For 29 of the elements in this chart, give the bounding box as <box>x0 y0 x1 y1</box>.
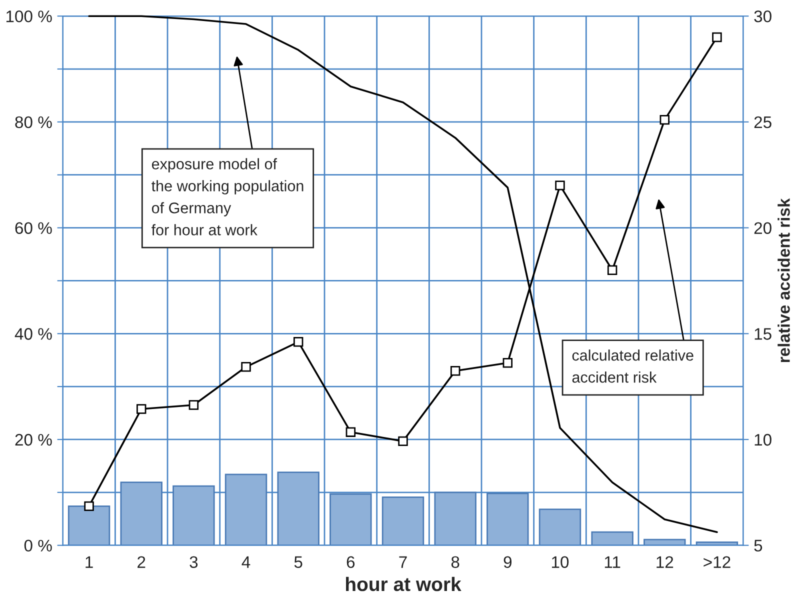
x-tick-label: 1 <box>86 556 93 568</box>
y2-axis-title: relative accident risk <box>778 198 790 362</box>
annotation: exposure model of the working population of Germany for hour at work <box>152 158 304 236</box>
x-tick-label: >12 <box>704 556 730 568</box>
y2-tick-label: 15 <box>754 328 772 340</box>
x-tick-label: 7 <box>399 556 407 568</box>
x-tick-label: 5 <box>294 556 302 568</box>
y2-tick-label: 30 <box>754 10 772 22</box>
y2-tick-label: 20 <box>754 222 772 234</box>
x-tick-label: 6 <box>346 556 355 568</box>
x-tick-label: 4 <box>242 556 250 568</box>
x-tick-label: 12 <box>656 556 674 568</box>
y-tick-label: 40 % <box>14 328 52 340</box>
x-tick-label: 8 <box>451 556 460 568</box>
y-tick-label: 0 % <box>24 540 52 552</box>
y2-tick-label: 25 <box>754 116 772 128</box>
y-tick-label: 20 % <box>15 434 52 446</box>
x-tick-label: 9 <box>504 556 512 568</box>
x-tick-label: 10 <box>552 556 569 568</box>
y2-tick-label: 10 <box>754 434 772 446</box>
x-tick-label: 11 <box>604 556 620 568</box>
x-axis-title: hour at work <box>346 576 462 592</box>
y-tick-label: 80 % <box>15 116 52 128</box>
y2-tick-label: 5 <box>754 540 762 552</box>
x-tick-label: 3 <box>190 556 198 568</box>
y-tick-label: 100 % <box>6 10 52 22</box>
x-tick-label: 2 <box>138 556 146 568</box>
y-tick-label: 60 % <box>15 222 52 234</box>
annotation: calculated relative accident risk <box>572 350 694 383</box>
